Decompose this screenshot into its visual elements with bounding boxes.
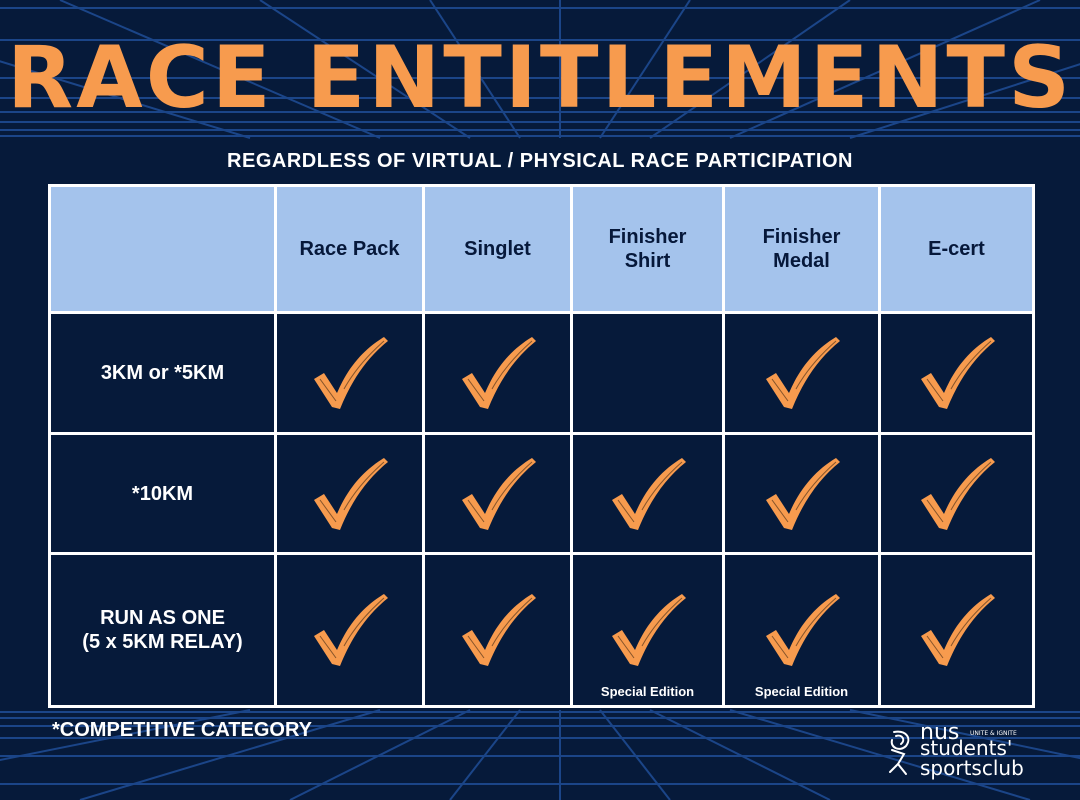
checkmark-icon [920,337,995,410]
entitlement-cell [878,551,1035,709]
entitlement-cell [274,311,425,436]
entitlements-table: Race Pack Singlet Finisher Shirt Finishe… [48,183,1035,709]
row-label: 3KM or *5KM [48,311,277,436]
checkmark-icon [611,457,686,530]
checkmark-icon [611,593,686,666]
header-race-pack: Race Pack [274,183,425,315]
entitlement-cell: Special Edition [722,551,881,709]
checkmark-icon [461,337,536,410]
row-label: RUN AS ONE (5 x 5KM RELAY) [48,551,277,709]
logo-sportsclub-text: sportsclub [920,756,1024,780]
page-subtitle: REGARDLESS OF VIRTUAL / PHYSICAL RACE PA… [227,150,853,172]
checkmark-icon [765,337,840,410]
entitlement-cell [422,311,573,436]
checkmark-icon [765,593,840,666]
logo-students-text: students' [920,736,1013,760]
entitlement-cell: Special Edition [570,551,725,709]
club-logo: nus UNITE & IGNITE students' sportsclub [886,720,1046,784]
entitlement-cell [422,551,573,709]
table-header-row: Race Pack Singlet Finisher Shirt Finishe… [48,183,1035,315]
checkmark-icon [920,457,995,530]
entitlement-cell [570,311,725,436]
entitlement-cell [878,432,1035,555]
page-title: RACE ENTITLEMENTS [6,28,1074,128]
entitlement-cell [878,311,1035,436]
table-row: *10KM [48,432,1035,555]
checkmark-icon [461,593,536,666]
header-finisher-medal: Finisher Medal [722,183,881,315]
entitlement-cell [722,432,881,555]
runner-logo-icon [889,730,910,775]
entitlement-cell [570,432,725,555]
header-finisher-shirt: Finisher Shirt [570,183,725,315]
header-corner [48,183,277,315]
checkmark-icon [765,457,840,530]
row-label: *10KM [48,432,277,555]
special-edition-note: Special Edition [600,684,695,699]
logo-tagline: UNITE & IGNITE [970,730,1017,737]
entitlement-cell [422,432,573,555]
checkmark-icon [313,457,388,530]
entitlement-cell [274,432,425,555]
special-edition-note: Special Edition [754,684,849,699]
header-e-cert: E-cert [878,183,1035,315]
checkmark-icon [313,593,388,666]
footnote: *COMPETITIVE CATEGORY [52,719,313,741]
checkmark-icon [313,337,388,410]
checkmark-icon [461,457,536,530]
entitlement-cell [722,311,881,436]
logo-nus-text: nus [920,720,960,745]
table-row: 3KM or *5KM [48,311,1035,436]
checkmark-icon [920,593,995,666]
header-singlet: Singlet [422,183,573,315]
entitlement-cell [274,551,425,709]
table-row: RUN AS ONE (5 x 5KM RELAY) Special Editi… [48,551,1035,709]
